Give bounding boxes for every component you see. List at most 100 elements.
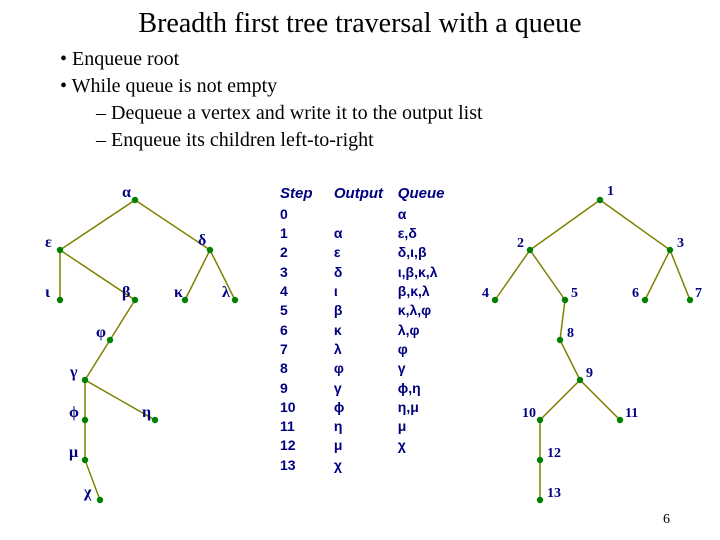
output-cell [334,205,394,224]
tree-node [557,337,563,343]
tree-node [132,297,138,303]
tree-node-label: 10 [522,406,536,421]
bullet-enqueue-children: Enqueue its children left-to-right [96,127,720,154]
tree-node [152,417,158,423]
tree-edge [580,380,620,420]
tree-node [207,247,213,253]
step-cell: 13 [280,456,330,475]
tree-node-label: η [142,404,151,421]
output-cell: χ [334,456,394,475]
step-cell: 5 [280,301,330,320]
output-cell: φ [334,359,394,378]
output-cell: ι [334,282,394,301]
tree-node-label: φ [96,324,106,341]
step-cell: 1 [280,224,330,243]
tree-node [57,297,63,303]
tree-node-label: μ [69,444,78,461]
page-title: Breadth first tree traversal with a queu… [0,0,720,40]
tree-node-label: κ [174,284,183,301]
col-output-header: Output [334,184,394,205]
tree-node [687,297,693,303]
tree-node [642,297,648,303]
output-cell: κ [334,321,394,340]
step-cell: 0 [280,205,330,224]
tree-node-label: ϕ [69,404,79,421]
step-cell: 8 [280,359,330,378]
tree-node [527,247,533,253]
tree-node-label: 13 [547,486,561,501]
output-cell: α [334,224,394,243]
step-cell: 3 [280,263,330,282]
tree-node-label: β [122,284,130,301]
output-cell: λ [334,340,394,359]
tree-node-label: 8 [567,326,574,341]
page-number: 6 [663,512,670,528]
tree-node-label: γ [69,364,78,381]
step-cell: 11 [280,417,330,436]
tree-node-label: λ [222,284,230,301]
bullet-while: While queue is not empty [60,73,720,100]
tree-node [597,197,603,203]
tree-node [562,297,568,303]
tree-node-label: 9 [586,366,593,381]
tree-node-label: ε [45,234,52,251]
tree-node [617,417,623,423]
tree-edge [540,380,580,420]
tree-edge [530,250,565,300]
bullet-enqueue-root: Enqueue root [60,46,720,73]
algorithm-bullets: Enqueue root While queue is not empty De… [60,46,720,154]
tree-node-label: 2 [517,236,524,251]
step-cell: 9 [280,379,330,398]
tree-edge [60,200,135,250]
tree-node [492,297,498,303]
tree-node-label: 4 [482,286,489,301]
tree-node [667,247,673,253]
right-tree-diagram: 12345678910111213 [455,185,715,525]
step-cell: 6 [280,321,330,340]
left-tree-diagram: α ε δ ι β κ λ φ γ ϕ η μ χ [20,185,270,525]
step-cell: 10 [280,398,330,417]
col-step: Step 012345678910111213 [280,184,330,475]
tree-node-label: χ [83,484,92,501]
tree-node-label: 5 [571,286,578,301]
tree-node [97,497,103,503]
step-cell: 4 [280,282,330,301]
output-cell: ε [334,243,394,262]
tree-node [537,457,543,463]
tree-node-label: 1 [607,185,614,199]
tree-node-label: ι [45,284,50,301]
tree-node [57,247,63,253]
tree-node-label: 6 [632,286,639,301]
col-output: Output αεδιβκλφγϕημχ [334,184,394,475]
tree-edge [530,200,600,250]
tree-edge [110,300,135,340]
tree-node-label: 3 [677,236,684,251]
step-cell: 12 [280,436,330,455]
tree-node [82,457,88,463]
output-cell: δ [334,263,394,282]
tree-edge [670,250,690,300]
tree-node [82,377,88,383]
tree-edge [600,200,670,250]
output-cell: μ [334,436,394,455]
step-cell: 2 [280,243,330,262]
tree-node-label: 12 [547,446,561,461]
tree-node [132,197,138,203]
tree-node [537,497,543,503]
tree-node [232,297,238,303]
tree-node [82,417,88,423]
tree-node-label: 11 [625,406,638,421]
output-cell: ϕ [334,398,394,417]
tree-node-label: δ [198,232,206,249]
tree-node [577,377,583,383]
tree-edge [185,250,210,300]
tree-node-label: α [122,185,131,201]
tree-edge [85,340,110,380]
tree-edge [560,300,565,340]
tree-edge [645,250,670,300]
bullet-dequeue: Dequeue a vertex and write it to the out… [96,100,720,127]
output-cell: β [334,301,394,320]
step-table: Step 012345678910111213 Output αεδιβκλφγ… [280,184,468,475]
step-cell: 7 [280,340,330,359]
tree-edge [560,340,580,380]
